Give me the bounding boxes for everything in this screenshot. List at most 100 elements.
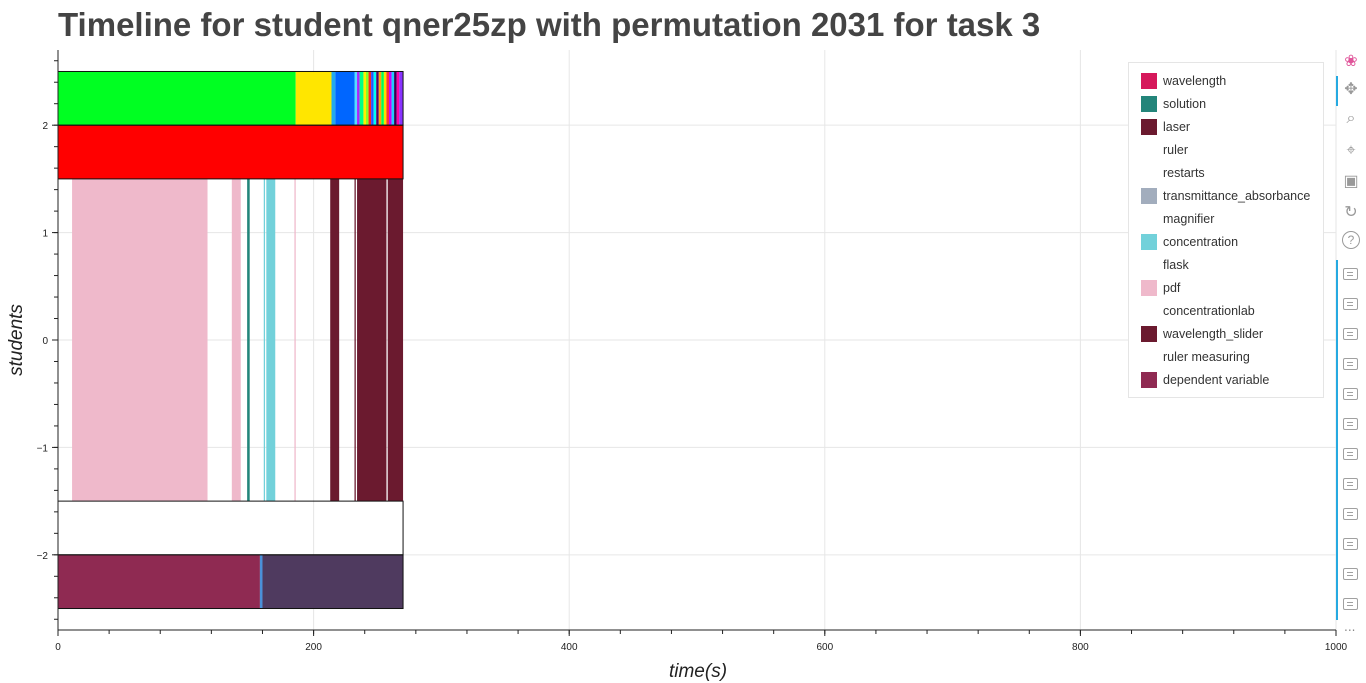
annotation-tool-icon[interactable] — [1343, 568, 1358, 580]
legend-label: restarts — [1163, 166, 1205, 180]
legend-label: ruler — [1163, 143, 1189, 157]
timeline-segment — [368, 71, 372, 126]
timeline-segment — [331, 71, 336, 126]
legend-label: laser — [1163, 120, 1191, 134]
legend-item[interactable]: solution — [1129, 94, 1323, 117]
y-tick-label: 1 — [42, 229, 48, 240]
help-icon[interactable]: ? — [1342, 231, 1360, 249]
legend-swatch — [1141, 372, 1157, 388]
timeline-segment — [259, 554, 263, 609]
legend-label: concentrationlab — [1163, 304, 1255, 318]
timeline-segment — [330, 178, 340, 502]
timeline-segment — [58, 554, 260, 609]
legend-swatch — [1141, 303, 1157, 319]
timeline-segment — [378, 71, 382, 126]
annotation-tool-icon[interactable] — [1343, 508, 1358, 520]
legend-item[interactable]: pdf — [1129, 278, 1323, 301]
pan-icon[interactable]: ✥ — [1344, 81, 1358, 98]
timeline-segment — [396, 71, 400, 126]
legend-swatch — [1141, 165, 1157, 181]
timeline-segment — [365, 71, 369, 126]
annotation-tool-icon[interactable] — [1343, 478, 1358, 490]
annotation-tool-icon[interactable] — [1343, 598, 1358, 610]
x-tick-label: 400 — [561, 642, 578, 653]
x-tick-label: 0 — [55, 642, 61, 653]
annotation-tool-icon[interactable] — [1343, 358, 1358, 370]
legend-swatch — [1141, 188, 1157, 204]
timeline-segment — [231, 178, 241, 502]
bokeh-logo-icon: ❀ — [1344, 53, 1358, 70]
timeline-segment — [247, 178, 250, 502]
timeline-segment — [354, 71, 358, 126]
timeline-bands — [57, 70, 404, 610]
legend-item[interactable]: dependent variable — [1129, 370, 1323, 393]
chart-title: Timeline for student qner25zp with permu… — [58, 6, 1041, 43]
annotation-tool-icon[interactable] — [1343, 418, 1358, 430]
timeline-segment — [387, 178, 404, 502]
timeline-segment — [72, 178, 208, 502]
x-tick-label: 1000 — [1325, 642, 1348, 653]
annotation-tool-icon[interactable] — [1343, 298, 1358, 310]
x-tick-label: 800 — [1072, 642, 1089, 653]
timeline-segment — [357, 71, 360, 126]
timeline-segment — [359, 71, 364, 126]
band-frame — [57, 500, 404, 556]
x-axis-label: time(s) — [669, 661, 727, 682]
annotation-tool-icon[interactable] — [1343, 388, 1358, 400]
timeline-segment — [354, 178, 356, 502]
annotation-tool-icon[interactable] — [1343, 268, 1358, 280]
y-tick-label: −1 — [37, 443, 49, 454]
legend-item[interactable]: magnifier — [1129, 209, 1323, 232]
box-zoom-icon[interactable]: ⌕ — [1346, 110, 1356, 127]
legend-swatch — [1141, 211, 1157, 227]
timeline-segment — [373, 71, 377, 126]
timeline-segment — [391, 71, 395, 126]
legend-item[interactable]: laser — [1129, 117, 1323, 140]
legend: wavelength solution laser ruler restarts tran… — [1128, 62, 1324, 398]
legend-swatch — [1141, 119, 1157, 135]
timeline-segment — [381, 71, 384, 126]
annotation-tool-icon[interactable] — [1343, 538, 1358, 550]
legend-swatch — [1141, 349, 1157, 365]
legend-item[interactable]: restarts — [1129, 163, 1323, 186]
reset-icon[interactable]: ↻ — [1344, 204, 1358, 221]
save-icon[interactable]: ▣ — [1343, 173, 1359, 190]
timeline-segment — [266, 178, 276, 502]
legend-label: magnifier — [1163, 212, 1215, 226]
legend-swatch — [1141, 96, 1157, 112]
toolbar: ❀ ✥ ⌕ ⌖ ▣ ↻?... — [1336, 48, 1366, 648]
y-tick-label: 2 — [42, 121, 48, 132]
timeline-segment — [371, 71, 374, 126]
timeline-segment — [294, 178, 296, 502]
annotation-tool-icon[interactable] — [1343, 448, 1358, 460]
legend-item[interactable]: wavelength_slider — [1129, 324, 1323, 347]
x-tick-label: 200 — [305, 642, 322, 653]
timeline-segment — [394, 71, 397, 126]
timeline-segment — [295, 71, 332, 126]
legend-label: concentration — [1163, 235, 1239, 249]
annotation-tool-icon[interactable] — [1343, 328, 1358, 340]
legend-label: wavelength_slider — [1163, 327, 1264, 341]
legend-label: dependent variable — [1163, 373, 1270, 387]
legend-swatch — [1141, 257, 1157, 273]
legend-item[interactable]: ruler — [1129, 140, 1323, 163]
legend-swatch — [1141, 234, 1157, 250]
timeline-segment — [263, 178, 266, 502]
wheel-zoom-icon[interactable]: ⌖ — [1346, 142, 1356, 159]
axes: 0 200 400 600 800 1000 −2 −1 0 1 2 — [37, 50, 1348, 653]
timeline-segment — [389, 71, 392, 126]
legend-item[interactable]: transmittance_absorbance — [1129, 186, 1323, 209]
legend-label: solution — [1163, 97, 1207, 111]
legend-item[interactable]: flask — [1129, 255, 1323, 278]
y-tick-label: −2 — [37, 551, 49, 562]
legend-label: pdf — [1163, 281, 1181, 295]
legend-item[interactable]: ruler measuring — [1129, 347, 1323, 370]
legend-item[interactable]: concentration — [1129, 232, 1323, 255]
more-tools-icon[interactable]: ... — [1344, 620, 1356, 634]
timeline-segment — [357, 178, 387, 502]
timeline-segment — [335, 71, 355, 126]
legend-label: ruler measuring — [1163, 350, 1250, 364]
legend-item[interactable]: concentrationlab — [1129, 301, 1323, 324]
legend-item[interactable]: wavelength — [1129, 71, 1323, 94]
